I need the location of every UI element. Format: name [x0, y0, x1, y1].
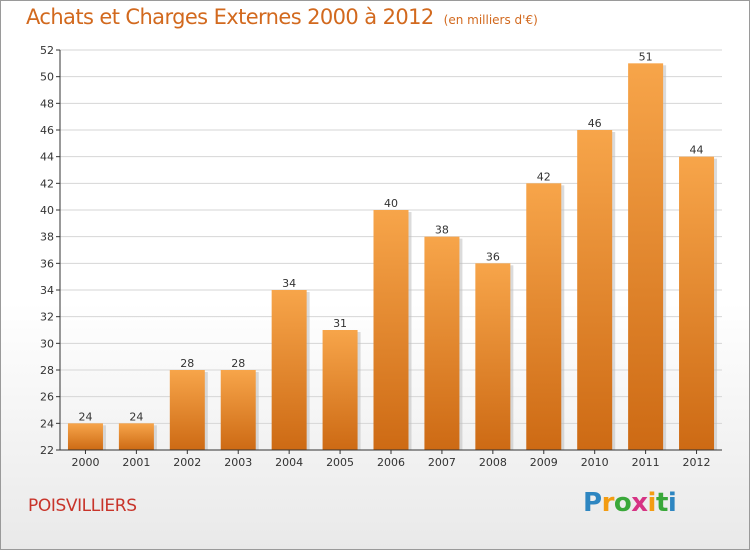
bar-2006 — [373, 210, 409, 450]
y-tick-label: 22 — [40, 444, 54, 457]
bar-2009 — [526, 183, 562, 451]
x-tick-label: 2005 — [326, 456, 354, 469]
y-tick-label: 24 — [40, 417, 54, 430]
x-tick-label: 2010 — [581, 456, 609, 469]
x-tick-label: 2000 — [71, 456, 99, 469]
data-label: 51 — [639, 50, 653, 63]
data-label: 34 — [282, 277, 296, 290]
y-tick-label: 44 — [40, 151, 54, 164]
x-tick-label: 2006 — [377, 456, 405, 469]
logo-letter: r — [601, 488, 615, 518]
logo-letter: i — [647, 488, 657, 518]
bar-2007 — [424, 236, 460, 450]
labels: 22 24 26 28 30 32 34 36 38 40 42 44 46 48 50 52 24 2000 24… — [40, 44, 711, 469]
logo-letter: o — [613, 488, 632, 518]
y-tick-label: 30 — [40, 337, 54, 350]
y-tick-label: 36 — [40, 257, 54, 270]
data-label: 44 — [690, 144, 704, 157]
bar-2011 — [628, 63, 664, 450]
proxiti-logo: Proxiti — [583, 488, 677, 518]
x-tick-label: 2007 — [428, 456, 456, 469]
bar-2008 — [475, 263, 511, 450]
x-tick-label: 2008 — [479, 456, 507, 469]
y-tick-label: 32 — [40, 311, 54, 324]
y-tick-label: 26 — [40, 391, 54, 404]
x-tick-label: 2004 — [275, 456, 303, 469]
y-tick-label: 34 — [40, 284, 54, 297]
bar-2001 — [118, 423, 154, 450]
data-label: 40 — [384, 197, 398, 210]
y-tick-label: 46 — [40, 124, 54, 137]
y-tick-label: 48 — [40, 97, 54, 110]
bar-2002 — [169, 370, 205, 450]
x-tick-label: 2011 — [632, 456, 660, 469]
data-label: 28 — [180, 357, 194, 370]
axes — [56, 49, 722, 454]
data-label: 38 — [435, 224, 449, 237]
data-label: 46 — [588, 117, 602, 130]
y-tick-label: 52 — [40, 44, 54, 57]
x-tick-label: 2012 — [683, 456, 711, 469]
logo-letter: x — [631, 488, 648, 518]
y-tick-label: 50 — [40, 71, 54, 84]
data-label: 24 — [78, 410, 92, 423]
chart-subtitle: (en milliers d'€) — [443, 13, 538, 27]
bar-2000 — [67, 423, 103, 450]
data-label: 24 — [129, 410, 143, 423]
data-label: 36 — [486, 250, 500, 263]
chart-title: Achats et Charges Externes 2000 à 2012 (e… — [26, 5, 538, 29]
x-tick-label: 2001 — [122, 456, 150, 469]
y-tick-label: 42 — [40, 177, 54, 190]
x-tick-label: 2003 — [224, 456, 252, 469]
data-label: 42 — [537, 170, 551, 183]
bars — [67, 63, 718, 451]
y-tick-label: 38 — [40, 231, 54, 244]
x-tick-label: 2009 — [530, 456, 558, 469]
y-tick-label: 40 — [40, 204, 54, 217]
bar-2010 — [577, 130, 613, 450]
logo-letter: i — [667, 488, 677, 518]
data-label: 31 — [333, 317, 347, 330]
commune-name: POISVILLIERS — [28, 496, 137, 516]
bar-2004 — [271, 290, 307, 450]
y-tick-label: 28 — [40, 364, 54, 377]
logo-letter: P — [583, 488, 602, 518]
bar-2005 — [322, 330, 358, 450]
x-tick-label: 2002 — [173, 456, 201, 469]
logo-letter: t — [655, 488, 668, 518]
data-label: 28 — [231, 357, 245, 370]
bar-2012 — [679, 156, 715, 450]
bar-2003 — [220, 370, 256, 450]
chart-title-text: Achats et Charges Externes 2000 à 2012 — [26, 5, 434, 29]
